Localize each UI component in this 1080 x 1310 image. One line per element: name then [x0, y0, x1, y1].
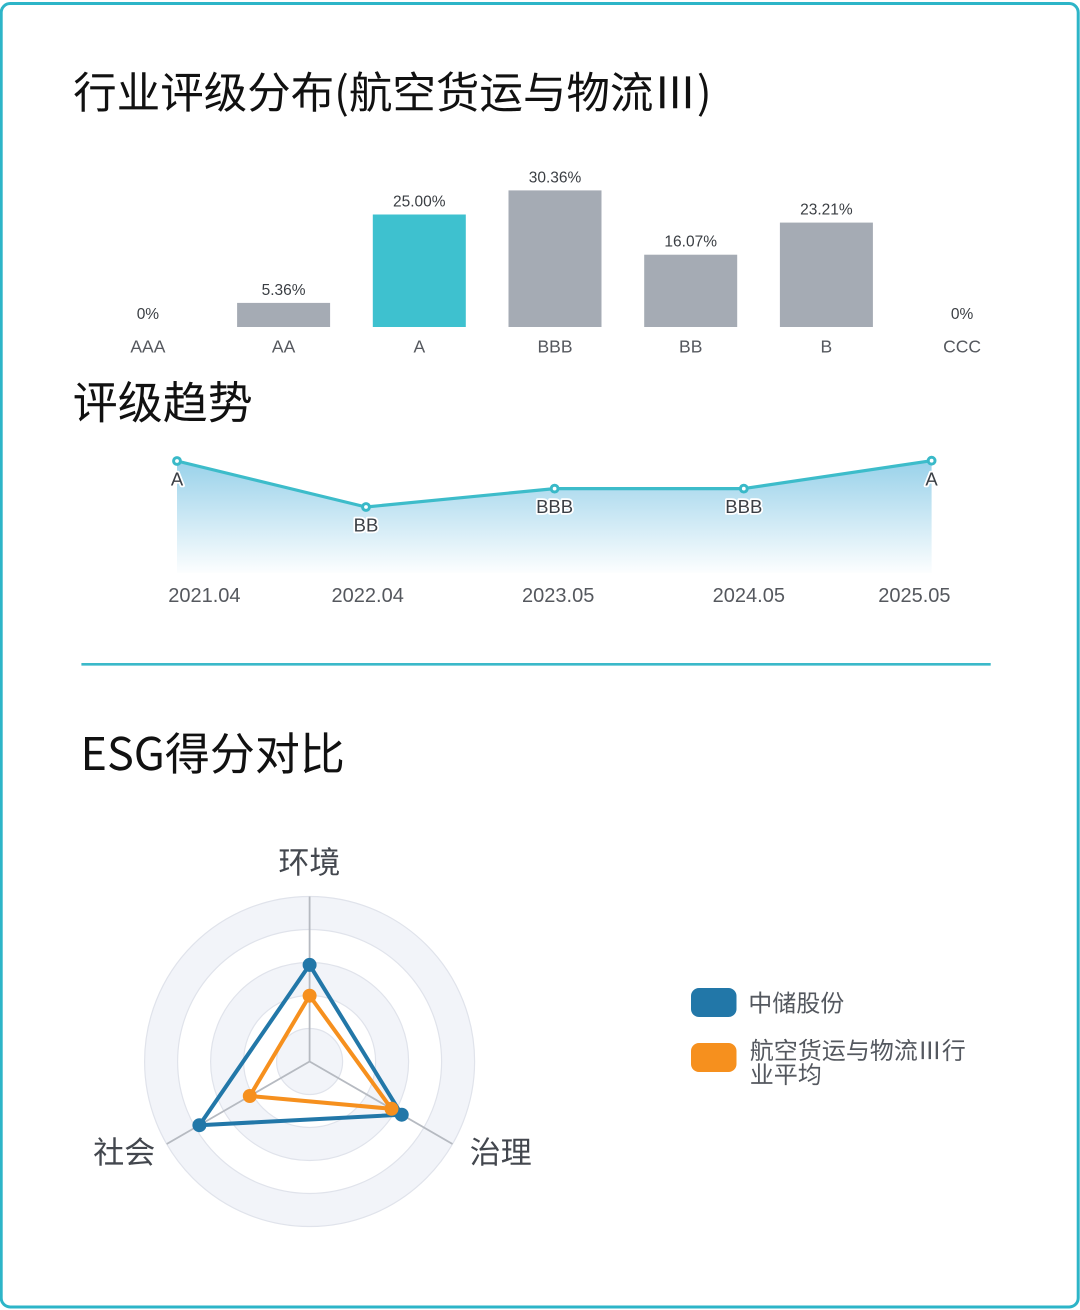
svg-text:0%: 0%	[137, 306, 160, 323]
svg-text:2024.05: 2024.05	[713, 585, 785, 607]
svg-text:2025.05: 2025.05	[878, 585, 950, 607]
svg-text:AAA: AAA	[130, 337, 165, 357]
svg-text:BBB: BBB	[725, 496, 762, 517]
svg-text:BBB: BBB	[537, 337, 572, 357]
svg-text:A: A	[925, 468, 938, 489]
svg-text:16.07%: 16.07%	[664, 234, 717, 251]
svg-text:5.36%: 5.36%	[262, 282, 306, 299]
svg-text:BB: BB	[679, 337, 702, 357]
svg-text:BBB: BBB	[536, 496, 573, 517]
svg-text:23.21%: 23.21%	[800, 202, 853, 219]
svg-text:25.00%: 25.00%	[393, 194, 446, 211]
svg-text:CCC: CCC	[943, 337, 981, 357]
svg-text:30.36%: 30.36%	[529, 169, 582, 186]
svg-text:A: A	[171, 469, 184, 490]
svg-text:A: A	[413, 337, 425, 357]
svg-text:2023.05: 2023.05	[522, 585, 594, 607]
svg-text:BB: BB	[354, 515, 379, 536]
svg-text:2021.04: 2021.04	[168, 585, 240, 607]
svg-text:AA: AA	[272, 337, 296, 357]
svg-text:2022.04: 2022.04	[332, 585, 404, 607]
svg-text:0%: 0%	[951, 306, 974, 323]
svg-text:B: B	[821, 337, 833, 357]
